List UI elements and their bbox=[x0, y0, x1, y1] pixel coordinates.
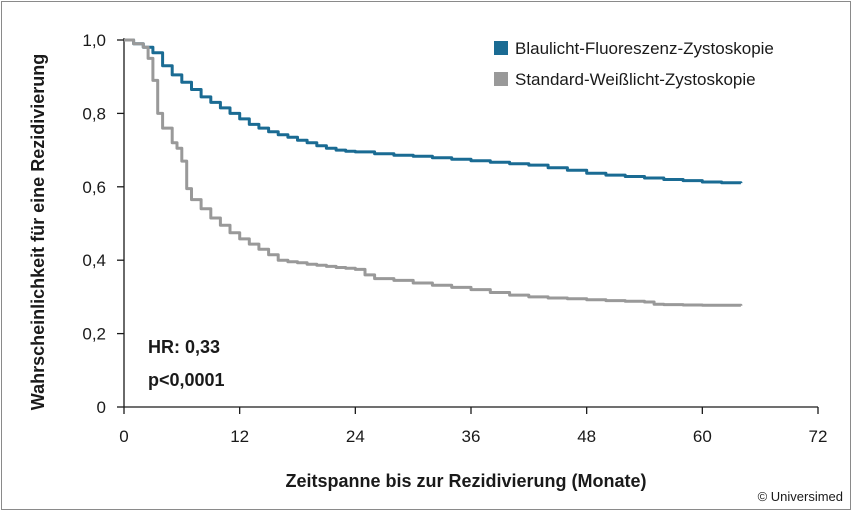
y-tick-label: 0,2 bbox=[82, 325, 106, 344]
copyright-credit: © Universimed bbox=[758, 489, 843, 504]
y-tick-label: 0,4 bbox=[82, 251, 106, 270]
x-tick-label: 60 bbox=[693, 427, 712, 446]
series-line-white-light bbox=[124, 38, 743, 307]
y-tick-label: 0,8 bbox=[82, 104, 106, 123]
x-tick-label: 12 bbox=[230, 427, 249, 446]
y-tick-label: 0,6 bbox=[82, 178, 106, 197]
x-tick-label: 72 bbox=[809, 427, 828, 446]
x-tick-label: 48 bbox=[577, 427, 596, 446]
x-axis-title: Zeitspanne bis zur Rezidivierung (Monate… bbox=[285, 471, 646, 491]
legend-label-blue: Blaulicht-Fluoreszenz-Zystoskopie bbox=[515, 39, 774, 58]
legend-swatch-white bbox=[494, 72, 508, 86]
y-axis-title: Wahrscheinlichkeit für eine Rezidivierun… bbox=[28, 54, 48, 410]
y-tick-label: 1,0 bbox=[82, 31, 106, 50]
legend: Blaulicht-Fluoreszenz-Zystoskopie Standa… bbox=[494, 39, 774, 89]
x-tick-label: 24 bbox=[346, 427, 365, 446]
y-axis: 0 0,2 0,4 0,6 0,8 1,0 bbox=[82, 31, 125, 417]
x-tick-label: 0 bbox=[119, 427, 128, 446]
series-line-blue-light bbox=[124, 38, 743, 185]
legend-swatch-blue bbox=[494, 41, 508, 55]
x-axis: 0 12 24 36 48 60 72 bbox=[119, 406, 828, 446]
x-tick-label: 36 bbox=[462, 427, 481, 446]
series-layer bbox=[124, 38, 743, 307]
legend-label-white: Standard-Weißlicht-Zystoskopie bbox=[515, 70, 756, 89]
hazard-ratio-annotation: HR: 0,33 bbox=[148, 337, 220, 357]
y-tick-label: 0 bbox=[97, 398, 106, 417]
p-value-annotation: p<0,0001 bbox=[148, 370, 225, 390]
